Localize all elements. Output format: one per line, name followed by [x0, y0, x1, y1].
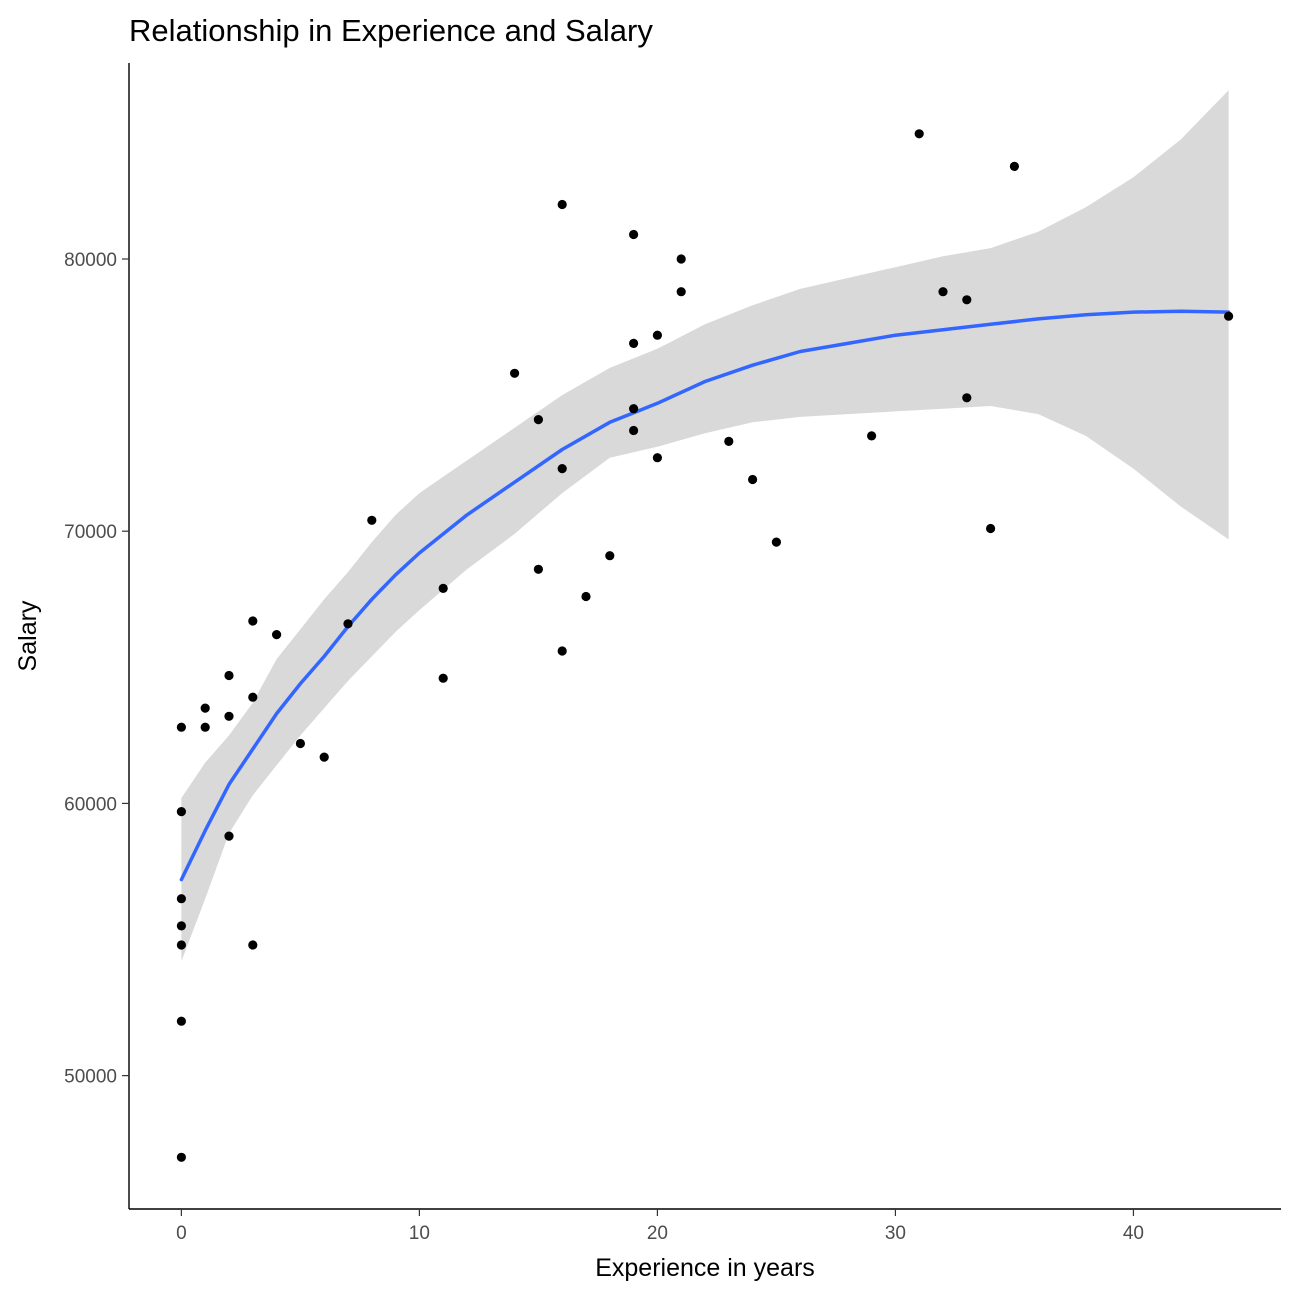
plot-area [176, 90, 1234, 1162]
data-point [1224, 311, 1234, 321]
data-point [629, 229, 639, 240]
data-point [914, 129, 924, 139]
data-point [272, 630, 282, 640]
data-point [509, 368, 520, 378]
data-point [200, 703, 210, 713]
y-tick-label: 70000 [64, 522, 117, 543]
x-axis-ticks: 0 10 20 30 40 [176, 1209, 1144, 1244]
data-point [176, 940, 186, 950]
data-point [176, 722, 186, 732]
x-tick-label: 0 [176, 1223, 187, 1244]
data-point [962, 295, 972, 305]
data-point [438, 673, 448, 683]
x-tick-label: 20 [647, 1223, 668, 1244]
data-point [248, 692, 258, 702]
data-point [176, 807, 186, 817]
x-axis-title: Experience in years [595, 1254, 815, 1282]
data-point [938, 287, 948, 297]
data-point [652, 453, 663, 463]
y-axis-ticks: 50000 60000 70000 80000 [64, 250, 129, 1088]
data-point [200, 722, 210, 732]
x-tick-label: 30 [885, 1223, 906, 1244]
data-point [986, 523, 996, 534]
data-point [343, 619, 353, 629]
data-point [438, 583, 448, 594]
data-point [176, 1016, 186, 1026]
chart-title: Relationship in Experience and Salary [129, 13, 653, 48]
smooth-trend-line [179, 309, 1231, 882]
data-point [581, 591, 591, 602]
data-point [629, 338, 639, 348]
data-point [295, 738, 305, 749]
data-point [176, 894, 186, 904]
y-axis-title: Salary [14, 600, 42, 671]
data-point [629, 404, 639, 414]
data-point [557, 646, 567, 656]
data-point [748, 474, 758, 485]
data-point [962, 393, 972, 403]
data-point [319, 752, 329, 762]
data-point [248, 940, 258, 950]
x-tick-label: 10 [409, 1223, 430, 1244]
confidence-band [181, 90, 1229, 962]
data-point [652, 330, 663, 340]
data-point [367, 515, 377, 525]
data-point [629, 425, 639, 436]
data-point [557, 464, 567, 474]
data-point [771, 537, 782, 547]
data-point [248, 616, 258, 626]
data-point [224, 711, 234, 721]
data-points [176, 129, 1234, 1162]
data-point [224, 831, 234, 841]
x-tick-label: 40 [1123, 1223, 1144, 1244]
data-point [676, 287, 686, 297]
data-point [724, 436, 734, 446]
data-point [605, 551, 615, 561]
y-tick-label: 60000 [64, 794, 117, 815]
data-point [224, 670, 234, 681]
y-tick-label: 50000 [64, 1067, 117, 1088]
data-point [533, 564, 544, 574]
data-point [1009, 161, 1020, 171]
y-tick-label: 80000 [64, 250, 117, 271]
data-point [676, 254, 686, 264]
data-point [176, 1152, 186, 1162]
data-point [533, 415, 544, 425]
data-point [557, 199, 567, 210]
data-point [176, 921, 186, 931]
data-point [867, 431, 877, 441]
